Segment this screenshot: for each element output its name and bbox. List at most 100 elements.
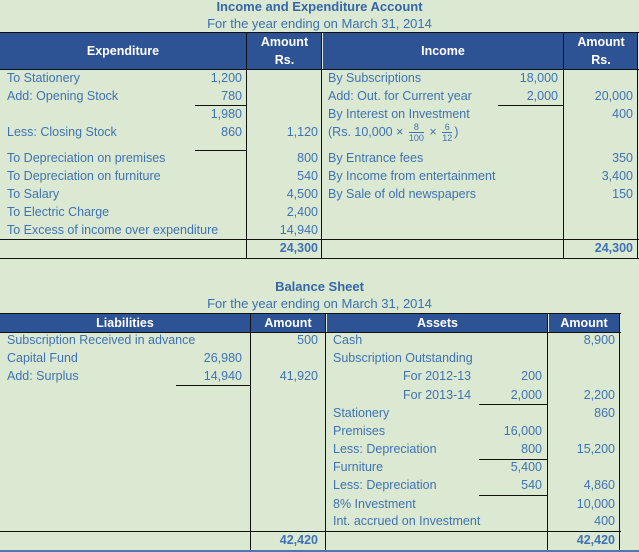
frac2-num: 6 <box>442 122 453 133</box>
inc-row-amount: 350 <box>612 151 633 165</box>
liab-row-amount: 41,920 <box>279 369 318 383</box>
asset-row-sub: 200 <box>521 369 542 383</box>
formula-suffix: ) <box>454 124 459 139</box>
asset-row-label: Cash <box>333 333 363 347</box>
liab-row-sub: 26,980 <box>203 351 242 365</box>
header-expenditure: Expenditure <box>0 33 246 69</box>
asset-row-label: For 2013-14 <box>403 388 472 402</box>
exp-row-amount: 4,500 <box>286 187 318 201</box>
header-liabilities: Liabilities <box>0 314 250 332</box>
inc-row-label: By Sale of old newspapers <box>328 187 477 201</box>
exp-row-label: To Excess of income over expenditure <box>7 223 219 237</box>
liab-row-label: Capital Fund <box>7 351 78 365</box>
asset-row-amount: 4,860 <box>583 478 615 492</box>
inc-row-label: By Subscriptions <box>328 71 422 85</box>
ie-title: Income and Expenditure Account <box>216 0 423 14</box>
inc-row-label: By Entrance fees <box>328 151 424 165</box>
formula-times: × <box>429 124 437 139</box>
ie-total-top-border <box>0 239 639 240</box>
inc-row-label: By Interest on Investment <box>328 107 470 121</box>
inc-row-sub: 2,000 <box>526 89 558 103</box>
inc-row-sub: 18,000 <box>519 71 558 85</box>
frac2-den: 12 <box>442 133 453 143</box>
liab-row-sub: 14,940 <box>203 369 242 383</box>
exp-row-label: Less: Closing Stock <box>7 125 117 139</box>
bs-top-border <box>0 313 621 314</box>
header-assets: Assets <box>327 314 548 332</box>
asset-row-sub: 16,000 <box>503 424 542 438</box>
liab-row-label: Subscription Received in advance <box>7 333 196 347</box>
ie-divider-3 <box>563 33 564 259</box>
ie-right-border <box>637 33 638 259</box>
inc-row-label: Add: Out. for Current year <box>328 89 472 103</box>
header-amount-right: Amount Rs. <box>564 33 638 69</box>
bs-title: Balance Sheet <box>275 279 364 294</box>
inc-row-amount: 150 <box>612 187 633 201</box>
asset-total: 42,420 <box>576 533 615 547</box>
exp-row-label: To Stationery <box>7 71 80 85</box>
fraction-8-100: 8 100 <box>408 122 424 143</box>
bs-divider-3 <box>547 313 548 552</box>
exp-total: 24,300 <box>279 241 318 255</box>
frac1-num: 8 <box>408 122 424 133</box>
formula-prefix: (Rs. 10,000 × <box>328 124 404 139</box>
asset-row-label: Less: Depreciation <box>333 478 437 492</box>
asset-row-label: Subscription Outstanding <box>333 351 473 365</box>
frac1-den: 100 <box>408 133 424 143</box>
exp-row-amount: 2,400 <box>286 205 318 219</box>
exp-row-sub: 1,200 <box>210 71 242 85</box>
exp-row-label: To Depreciation on premises <box>7 151 166 165</box>
exp-row-sub: 860 <box>221 125 242 139</box>
header-income: Income <box>323 33 563 69</box>
exp-row-amount: 14,940 <box>279 223 318 237</box>
asset-row-label: Premises <box>333 424 386 438</box>
ie-bottom-border <box>0 258 639 259</box>
ie-header-bottom-border <box>0 69 639 70</box>
asset-row-sub: 2,000 <box>510 388 542 402</box>
bs-header-bottom-border <box>0 332 621 333</box>
bs-divider-1 <box>250 313 251 552</box>
exp-row-label: Add: Opening Stock <box>7 89 119 103</box>
exp-row-label: To Electric Charge <box>7 205 110 219</box>
asset-row-sub: 540 <box>521 478 542 492</box>
exp-row-amount: 800 <box>297 151 318 165</box>
inc-row-amount: 3,400 <box>601 169 633 183</box>
bs-bottom-border <box>0 550 639 552</box>
asset-row-label: Int. accrued on Investment <box>333 514 481 528</box>
inc-total: 24,300 <box>594 241 633 255</box>
ie-divider-1 <box>246 33 247 259</box>
bs-right-border <box>619 313 620 552</box>
bs-divider-2 <box>325 313 326 552</box>
exp-row-amount: 540 <box>297 169 318 183</box>
header-amount-liabilities: Amount <box>251 314 325 332</box>
asset-row-amount: 860 <box>594 406 615 420</box>
liab-row-amount: 500 <box>297 333 318 347</box>
header-amount-right-line1: Amount <box>577 35 625 49</box>
ie-subtotal-line-2 <box>195 150 247 151</box>
liab-row-label: Add: Surplus <box>7 369 79 383</box>
header-amount-left: Amount Rs. <box>247 33 322 69</box>
ie-top-border <box>0 32 639 33</box>
exp-row-label: To Salary <box>7 187 60 201</box>
bs-subtotal-line-4 <box>479 495 548 496</box>
interest-formula: (Rs. 10,000 × 8 100 × 6 12) <box>328 122 458 143</box>
asset-row-amount: 15,200 <box>576 442 615 456</box>
header-amount-assets: Amount <box>549 314 619 332</box>
header-amount-left-line2: Rs. <box>274 53 295 67</box>
asset-row-sub: 5,400 <box>510 460 542 474</box>
ie-subtitle: For the year ending on March 31, 2014 <box>207 16 432 31</box>
bs-subtotal-line-2 <box>479 404 548 405</box>
inc-row-label: By Income from entertainment <box>328 169 496 183</box>
inc-row-amount: 20,000 <box>594 89 633 103</box>
asset-row-sub: 800 <box>521 442 542 456</box>
exp-row-label: To Depreciation on furniture <box>7 169 161 183</box>
ie-subtotal-line-3 <box>498 105 564 106</box>
asset-row-label: Furniture <box>333 460 384 474</box>
header-amount-right-line2: Rs. <box>591 53 611 67</box>
bs-total-top-border <box>0 531 621 532</box>
asset-row-amount: 2,200 <box>583 388 615 402</box>
fraction-6-12: 6 12 <box>442 122 453 143</box>
ie-subtotal-line-1 <box>195 105 247 106</box>
bs-subtitle: For the year ending on March 31, 2014 <box>207 296 432 311</box>
asset-row-amount: 8,900 <box>583 333 615 347</box>
